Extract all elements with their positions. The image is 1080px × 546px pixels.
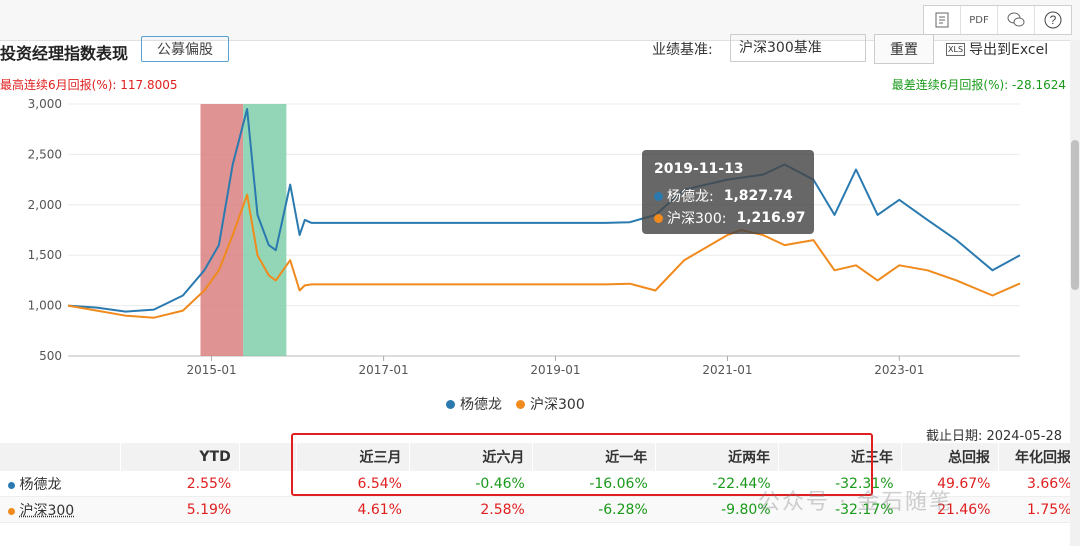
col-header-2y[interactable]: 近两年 [655, 443, 780, 471]
highlight-box [291, 433, 873, 496]
xls-icon: XLS [946, 42, 966, 56]
row-name[interactable]: 沪深300 [0, 496, 121, 523]
pdf-label: PDF [969, 14, 989, 26]
col-header-total[interactable]: 总回报 [901, 443, 999, 471]
cell: -16.06% [532, 471, 656, 497]
benchmark-dot-icon [8, 507, 15, 515]
y-tick-label: 500 [39, 349, 62, 363]
as-of-date: 截止日期: 2024-05-28 [925, 429, 1062, 444]
series-line-manager [67, 108, 1021, 313]
y-tick-label: 1,500 [28, 248, 62, 262]
scroll-thumb[interactable] [1071, 140, 1079, 290]
cell: -32.17% [778, 496, 902, 523]
cell: 1.75% [998, 496, 1080, 523]
tooltip-row-manager: 杨德龙: 1,827.74 [654, 186, 793, 206]
cell: -9.80% [655, 496, 779, 523]
col-header-ytd[interactable]: YTD [120, 443, 240, 471]
manager-dot-icon [654, 191, 663, 201]
tooltip-label: 沪深300: [667, 211, 727, 227]
export-label: 导出到Excel [969, 42, 1049, 58]
cell: 6.54% [296, 471, 410, 497]
benchmark-dot-icon [654, 213, 663, 223]
col-header-annual[interactable]: 年化回报 [998, 443, 1080, 471]
cell: 2.55% [120, 471, 240, 497]
y-tick-label: 1,000 [28, 299, 62, 313]
chart-legend: 杨德龙 沪深300 [446, 394, 585, 414]
cell: 2.58% [409, 496, 533, 523]
x-tick-label: 2021-01 [702, 363, 752, 377]
table-row: 沪深300 5.19% 4.61% 2.58% -6.28% -9.80% -3… [0, 496, 1080, 523]
legend-label: 沪深300 [530, 397, 585, 413]
cell: -0.46% [409, 471, 533, 497]
x-tick-label: 2019-01 [530, 363, 580, 377]
toolbar-buttons: PDF ? [923, 5, 1072, 35]
cell: 4.61% [296, 496, 410, 523]
col-header-spacer [239, 443, 297, 471]
table-row: 杨德龙 2.55% 6.54% -0.46% -16.06% -22.44% -… [0, 471, 1080, 497]
cell: -32.31% [778, 471, 902, 497]
export-excel-button[interactable]: XLS 导出到Excel [946, 39, 1048, 59]
manager-dot-icon [8, 481, 15, 489]
legend-label: 杨德龙 [460, 397, 502, 413]
benchmark-dot-icon [516, 399, 525, 409]
cell: -22.44% [655, 471, 779, 497]
performance-chart: 500 1,000 1,500 2,000 2,500 3,000 2015-01 2017-… [28, 97, 1021, 377]
tooltip-row-benchmark: 沪深300: 1,216.97 [654, 208, 806, 228]
x-tick-label: 2015-01 [186, 363, 236, 377]
legend-item-benchmark[interactable]: 沪深300 [516, 394, 585, 414]
fund-type-tag[interactable]: 公募偏股 [141, 36, 229, 62]
col-header-name [0, 443, 121, 471]
manager-dot-icon [446, 399, 455, 409]
row-name-label: 沪深300 [19, 502, 75, 519]
col-header-1y[interactable]: 近一年 [532, 443, 657, 471]
chart-tooltip: 2019-11-13 杨德龙: 1,827.74 沪深300: 1,216.97 [642, 150, 814, 234]
cell: 49.67% [901, 471, 999, 497]
x-tick-label: 2023-01 [874, 363, 924, 377]
series-line-benchmark [67, 193, 1021, 319]
x-tick-label: 2017-01 [359, 363, 409, 377]
cell: 3.66% [998, 471, 1080, 497]
min-6m-return: 最差连续6月回报(%): -28.1624 [891, 78, 1066, 92]
y-tick-label: 2,000 [28, 198, 62, 212]
cell [239, 496, 297, 523]
help-icon[interactable]: ? [1035, 6, 1071, 34]
row-name-label: 杨德龙 [19, 476, 62, 493]
watermark: 公众号 · 金石随笔 [758, 490, 953, 515]
cell: -6.28% [532, 496, 656, 523]
performance-table: YTD 近三月 近六月 近一年 近两年 近三年 总回报 年化回报 杨德龙 2.5… [0, 443, 1080, 523]
cell: 5.19% [120, 496, 240, 523]
tooltip-label: 杨德龙: [667, 189, 714, 205]
reset-button[interactable]: 重置 [874, 34, 934, 64]
row-name[interactable]: 杨德龙 [0, 471, 121, 497]
top-toolbar: PDF ? [0, 0, 1080, 41]
col-header-3m[interactable]: 近三月 [296, 443, 411, 471]
tooltip-value: 1,827.74 [723, 188, 793, 204]
scrollbar[interactable] [1070, 40, 1080, 546]
y-tick-label: 2,500 [28, 147, 62, 161]
wechat-icon[interactable] [998, 6, 1035, 34]
page-title: 投资经理指数表现 [0, 44, 129, 63]
tooltip-value: 1,216.97 [736, 210, 806, 226]
pdf-icon[interactable]: PDF [961, 6, 998, 34]
y-tick-label: 3,000 [28, 97, 62, 111]
cell [239, 471, 297, 497]
cell: 21.46% [901, 496, 999, 523]
benchmark-select[interactable]: 沪深300基准 [730, 34, 866, 62]
max-6m-return: 最高连续6月回报(%): 117.8005 [0, 78, 178, 92]
tooltip-date: 2019-11-13 [654, 161, 744, 177]
help-glyph: ? [1050, 13, 1057, 27]
note-icon[interactable] [924, 6, 961, 34]
benchmark-label: 业绩基准: [652, 42, 713, 58]
col-header-6m[interactable]: 近六月 [409, 443, 534, 471]
legend-item-manager[interactable]: 杨德龙 [446, 394, 502, 414]
